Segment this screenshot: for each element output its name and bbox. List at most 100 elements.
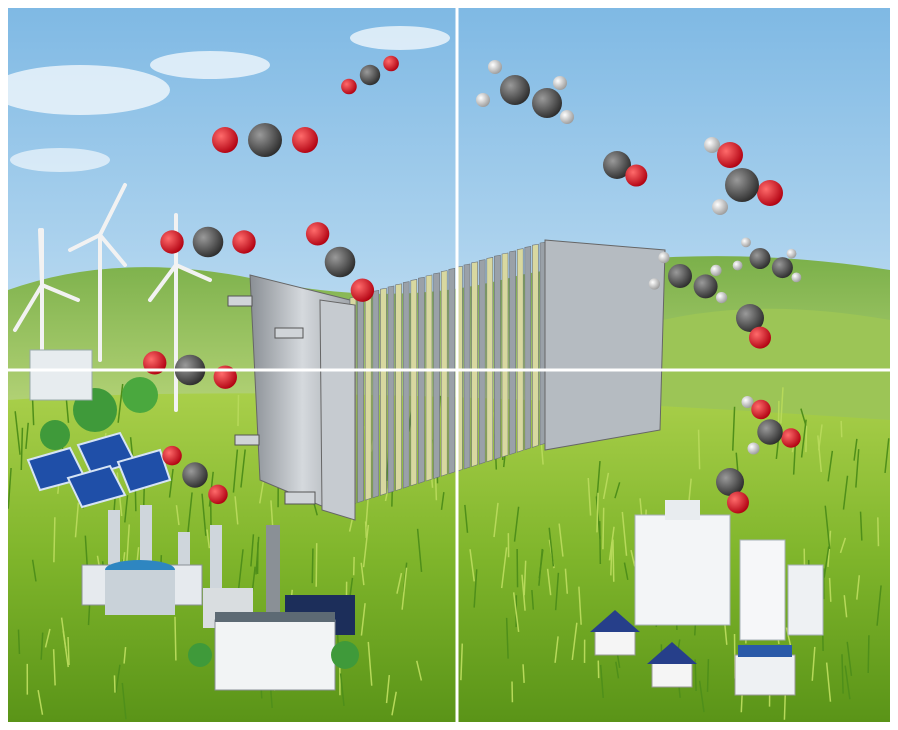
tower [635, 515, 730, 625]
atom [757, 180, 783, 206]
atom [694, 274, 718, 298]
atom [717, 142, 743, 168]
cell-plate [464, 264, 470, 469]
grass-blade [603, 508, 604, 549]
cell-plate [426, 275, 432, 481]
grass-blade [175, 617, 176, 661]
atom [716, 292, 727, 303]
chimney [210, 525, 222, 595]
cell-plate [487, 257, 493, 461]
atom [733, 261, 743, 271]
grass-blade [868, 635, 869, 673]
roof [215, 612, 335, 622]
office-block [215, 620, 335, 690]
bolt [275, 328, 303, 338]
atom [325, 247, 356, 278]
atom [383, 56, 399, 72]
grass-blade [695, 659, 696, 691]
tower [788, 565, 823, 635]
cloud [10, 148, 110, 172]
cell-plate [373, 290, 379, 497]
grass-blade [68, 637, 69, 665]
bolt [228, 296, 252, 306]
cell-plate [502, 253, 508, 457]
atom [500, 75, 530, 105]
atom [292, 127, 318, 153]
cell-plate [479, 260, 485, 465]
atom [710, 265, 721, 276]
grass-blade [600, 521, 601, 564]
atom [658, 252, 669, 263]
grass-blade [841, 421, 842, 437]
atom [208, 485, 228, 505]
cell-plate [388, 286, 394, 493]
cell-plate [494, 255, 500, 459]
cell-plate [472, 262, 478, 467]
atom [248, 123, 282, 157]
tower [740, 540, 785, 640]
front-plate [320, 300, 355, 520]
grass-blade [699, 430, 700, 470]
atom [704, 137, 720, 153]
atom [232, 230, 255, 253]
atom [668, 264, 692, 288]
grass-blade [312, 548, 313, 583]
atom [751, 400, 771, 420]
atom [341, 79, 357, 95]
atom [727, 492, 749, 514]
cell-plate [358, 295, 364, 503]
container-unit [30, 350, 92, 400]
bolt [285, 492, 315, 504]
atom [749, 327, 771, 349]
end-plate [545, 240, 665, 450]
atom [742, 396, 754, 408]
cell-plate [396, 284, 402, 491]
tree [331, 641, 359, 669]
tree [122, 377, 158, 413]
grass-blade [238, 395, 239, 426]
grass-blade [54, 517, 55, 562]
tree [188, 643, 212, 667]
atom [532, 88, 562, 118]
house [652, 662, 692, 687]
cell-plate [411, 279, 417, 485]
cell-plate [517, 249, 523, 453]
cell-plate [532, 244, 538, 447]
solar-roof [738, 645, 792, 657]
cloud [350, 26, 450, 50]
tower-top [665, 500, 700, 520]
cell-plate [365, 293, 371, 501]
atom [625, 165, 647, 187]
atom [781, 428, 801, 448]
atom [725, 168, 759, 202]
atom [757, 419, 783, 445]
grass-blade [806, 426, 807, 452]
cell-plate [510, 251, 516, 455]
atom [750, 248, 771, 269]
cell-plate [434, 273, 440, 479]
atom [351, 278, 374, 301]
atom [160, 230, 183, 253]
cell-plate [380, 288, 386, 495]
grass-blade [708, 659, 709, 692]
cloud [150, 51, 270, 79]
cell-plate [441, 271, 447, 477]
atom [712, 199, 728, 215]
atom [360, 65, 380, 85]
atom [649, 278, 660, 289]
cell-plate [403, 282, 409, 489]
cell-plate [418, 277, 424, 483]
atom [306, 222, 329, 245]
tank [105, 570, 175, 615]
atom [741, 238, 751, 248]
grass-blade [18, 630, 19, 654]
office [735, 655, 795, 695]
tree [40, 420, 70, 450]
atom [792, 273, 802, 283]
atom [560, 110, 574, 124]
atom [476, 93, 490, 107]
atom [182, 462, 208, 488]
atom [553, 76, 567, 90]
house [595, 630, 635, 655]
